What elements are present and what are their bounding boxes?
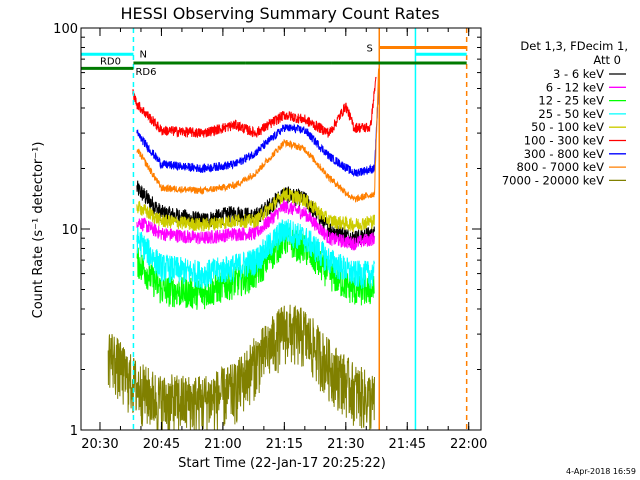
legend-label: 100 - 300 keV xyxy=(524,134,604,148)
data-traces xyxy=(107,68,380,430)
x-tick-label: 20:30 xyxy=(81,437,118,452)
flag-label: RD6 xyxy=(135,67,156,78)
x-tick-label: 22:00 xyxy=(450,437,487,452)
y-axis-label: Count Rate (s⁻¹ detector⁻¹) xyxy=(31,142,46,319)
y-tick-label: 10 xyxy=(61,223,78,238)
y-axis: 1 10 100 xyxy=(53,22,481,439)
series-line xyxy=(132,76,377,138)
x-tick-label: 21:15 xyxy=(266,437,303,452)
chart-title: HESSI Observing Summary Count Rates xyxy=(120,4,439,23)
x-tick-label: 20:45 xyxy=(143,437,180,452)
legend-label: 300 - 800 keV xyxy=(524,147,604,161)
legend-label: 3 - 6 keV xyxy=(553,67,604,81)
flag-label: N xyxy=(139,49,146,60)
x-axis: 20:30 20:45 21:00 21:15 21:30 21:45 22:00 xyxy=(81,28,487,452)
series-line xyxy=(136,199,375,251)
legend-label: 12 - 25 keV xyxy=(538,94,604,108)
series-line xyxy=(136,187,375,234)
series-line xyxy=(136,84,380,178)
flag-label: S xyxy=(366,43,372,54)
flag-bars: N RD0 RD6 S xyxy=(81,28,468,430)
flag-label: RD0 xyxy=(100,56,121,67)
x-axis-label: Start Time (22-Jan-17 20:25:22) xyxy=(178,456,386,471)
series-line xyxy=(136,219,375,289)
y-tick-label: 100 xyxy=(53,22,78,37)
legend-label: 25 - 50 keV xyxy=(538,107,604,121)
timestamp: 4-Apr-2018 16:59 xyxy=(566,467,636,476)
legend-header: Att 0 xyxy=(593,53,621,67)
legend-label: 50 - 100 keV xyxy=(531,120,604,134)
legend-label: 800 - 7000 keV xyxy=(516,160,604,174)
series-line xyxy=(107,304,375,430)
x-tick-label: 21:45 xyxy=(389,437,426,452)
y-tick-label: 1 xyxy=(70,424,78,439)
legend-label: 7000 - 20000 keV xyxy=(502,173,604,187)
x-tick-label: 21:00 xyxy=(204,437,241,452)
series-line xyxy=(136,68,380,203)
x-tick-label: 21:30 xyxy=(327,437,364,452)
legend-header: Det 1,3, FDecim 1, xyxy=(520,39,628,53)
legend-label: 6 - 12 keV xyxy=(546,80,604,94)
